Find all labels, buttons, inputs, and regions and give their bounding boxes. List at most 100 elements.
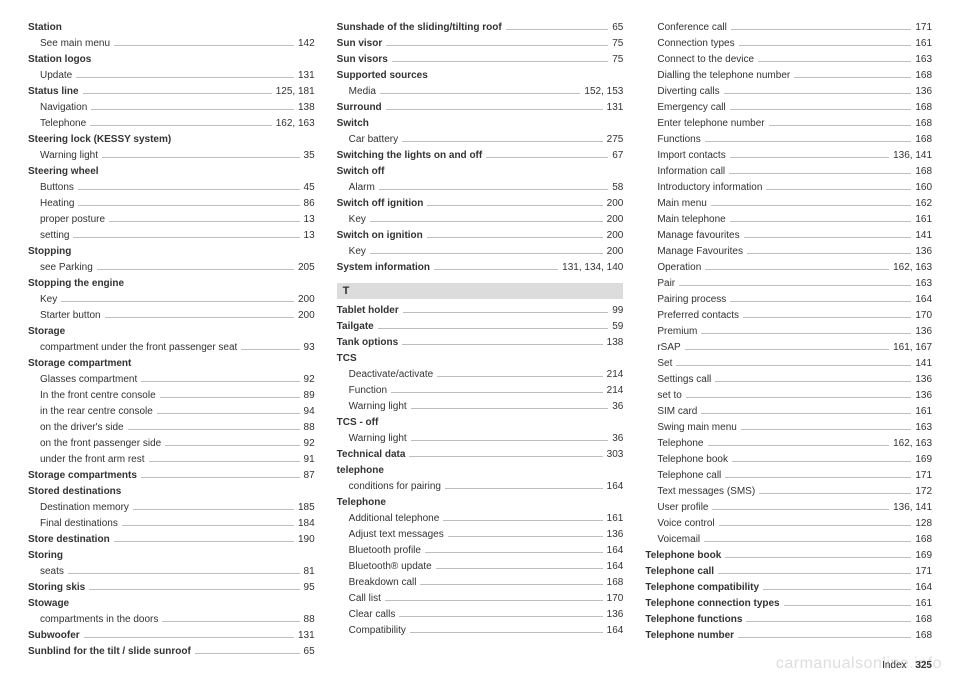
entry-label: compartment under the front passenger se… [40, 340, 237, 355]
leader-line [90, 125, 272, 126]
entry-label: Media [349, 84, 376, 99]
index-entry: Storage compartments87 [28, 468, 315, 483]
entry-page: 161 [915, 36, 932, 51]
index-entry: Switch off ignition200 [337, 196, 624, 211]
index-entry: Emergency call168 [645, 100, 932, 115]
entry-label: Telephone functions [645, 612, 742, 627]
index-entry: Switch on ignition200 [337, 228, 624, 243]
leader-line [486, 157, 608, 158]
entry-page: 92 [304, 372, 315, 387]
index-entry: telephone [337, 463, 624, 478]
leader-line [241, 349, 299, 350]
index-entry: set to136 [645, 388, 932, 403]
index-entry: Warning light36 [337, 431, 624, 446]
entry-page: 214 [607, 383, 624, 398]
entry-label: Telephone [657, 436, 703, 451]
index-line: set to136 [645, 388, 932, 403]
leader-line [427, 237, 603, 238]
entry-page: 87 [304, 468, 315, 483]
entry-label: Additional telephone [349, 511, 440, 526]
index-line: Switch off [337, 164, 624, 179]
entry-label: Telephone connection types [645, 596, 779, 611]
index-line: Heating86 [28, 196, 315, 211]
index-line: Alarm58 [337, 180, 624, 195]
entry-label: Key [349, 212, 366, 227]
entry-label: Alarm [349, 180, 375, 195]
index-entry: Manage Favourites136 [645, 244, 932, 259]
index-line: Glasses compartment92 [28, 372, 315, 387]
index-line: Technical data303 [337, 447, 624, 462]
entry-page: 170 [607, 591, 624, 606]
entry-label: Storage compartment [28, 356, 131, 371]
entry-label: Pair [657, 276, 675, 291]
entry-label: seats [40, 564, 64, 579]
leader-line [448, 536, 603, 537]
index-entry: conditions for pairing164 [337, 479, 624, 494]
entry-label: Main menu [657, 196, 706, 211]
leader-line [506, 29, 609, 30]
index-entry: SIM card161 [645, 404, 932, 419]
entry-label: SIM card [657, 404, 697, 419]
entry-page: 136 [915, 388, 932, 403]
leader-line [730, 301, 911, 302]
entry-page: 168 [915, 100, 932, 115]
entry-label: Switch on ignition [337, 228, 423, 243]
index-line: compartment under the front passenger se… [28, 340, 315, 355]
leader-line [705, 269, 889, 270]
index-entry: Pair163 [645, 276, 932, 291]
entry-page: 168 [915, 132, 932, 147]
leader-line [708, 445, 890, 446]
index-entry: under the front arm rest91 [28, 452, 315, 467]
entry-page: 136 [607, 607, 624, 622]
index-line: Swing main menu163 [645, 420, 932, 435]
entry-label: Tank options [337, 335, 398, 350]
entry-page: 91 [304, 452, 315, 467]
index-entry: Pairing process164 [645, 292, 932, 307]
entry-label: In the front centre console [40, 388, 156, 403]
index-entry: Telephone book169 [645, 452, 932, 467]
index-entry: Conference call171 [645, 20, 932, 35]
entry-page: 170 [915, 308, 932, 323]
index-entry: Call list170 [337, 591, 624, 606]
entry-label: Telephone compatibility [645, 580, 759, 595]
leader-line [724, 93, 912, 94]
entry-label: see Parking [40, 260, 93, 275]
entry-label: Compatibility [349, 623, 406, 638]
leader-line [402, 141, 603, 142]
entry-page: 168 [915, 612, 932, 627]
leader-line [399, 616, 602, 617]
index-entry: Function214 [337, 383, 624, 398]
index-line: Information call168 [645, 164, 932, 179]
entry-page: 99 [612, 303, 623, 318]
entry-page: 303 [607, 447, 624, 462]
index-entry: Settings call136 [645, 372, 932, 387]
entry-label: Warning light [40, 148, 98, 163]
entry-page: 164 [915, 580, 932, 595]
index-entry: Update131 [28, 68, 315, 83]
entry-label: Steering wheel [28, 164, 99, 179]
entry-page: 205 [298, 260, 315, 275]
index-entry: on the front passenger side92 [28, 436, 315, 451]
index-entry: Switching the lights on and off67 [337, 148, 624, 163]
entry-page: 200 [607, 196, 624, 211]
leader-line [97, 269, 294, 270]
index-line: Storage compartment [28, 356, 315, 371]
index-line: Storing [28, 548, 315, 563]
index-line: Voicemail168 [645, 532, 932, 547]
leader-line [133, 509, 294, 510]
entry-label: Tablet holder [337, 303, 399, 318]
index-line: Connection types161 [645, 36, 932, 51]
entry-label: Sun visor [337, 36, 383, 51]
index-entry: Sunblind for the tilt / slide sunroof65 [28, 644, 315, 659]
index-line: compartments in the doors88 [28, 612, 315, 627]
leader-line [102, 157, 300, 158]
index-entry: Bluetooth profile164 [337, 543, 624, 558]
index-entry: seats81 [28, 564, 315, 579]
index-entry: Telephone call171 [645, 564, 932, 579]
index-entry: Voicemail168 [645, 532, 932, 547]
entry-page: 169 [915, 452, 932, 467]
index-entry: Storing [28, 548, 315, 563]
entry-label: Warning light [349, 431, 407, 446]
leader-line [411, 408, 609, 409]
entry-label: Breakdown call [349, 575, 417, 590]
